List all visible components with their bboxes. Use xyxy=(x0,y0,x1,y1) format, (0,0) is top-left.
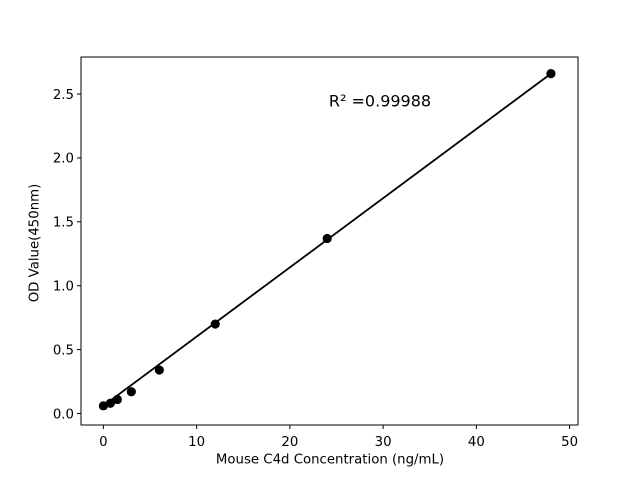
axes-spines xyxy=(80,56,579,426)
y-tick-label: 0.5 xyxy=(53,343,74,358)
data-point xyxy=(98,401,108,411)
y-tick-label: 2.0 xyxy=(53,152,74,167)
x-tick-label: 50 xyxy=(561,435,578,450)
r-squared-annotation: R² =0.99988 xyxy=(328,91,432,111)
data-point xyxy=(546,69,556,79)
y-tick-label: 0.0 xyxy=(53,407,74,422)
data-point xyxy=(210,319,220,329)
data-point xyxy=(112,394,122,405)
x-tick-label: 10 xyxy=(188,435,205,450)
x-tick-label: 30 xyxy=(375,435,392,450)
x-axis-label: Mouse C4d Concentration (ng/mL) xyxy=(215,452,445,468)
y-tick-label: 1.5 xyxy=(53,216,74,231)
x-tick-label: 40 xyxy=(468,435,485,450)
y-axis-label: OD Value(450nm) xyxy=(27,183,43,303)
y-tick-label: 1.0 xyxy=(53,280,74,295)
data-point xyxy=(322,233,332,244)
data-point xyxy=(154,365,164,375)
y-tick-label: 2.5 xyxy=(53,88,74,103)
data-point xyxy=(105,398,115,408)
x-tick-label: 20 xyxy=(281,435,298,450)
x-tick-label: 0 xyxy=(99,435,107,450)
data-point xyxy=(126,387,136,397)
